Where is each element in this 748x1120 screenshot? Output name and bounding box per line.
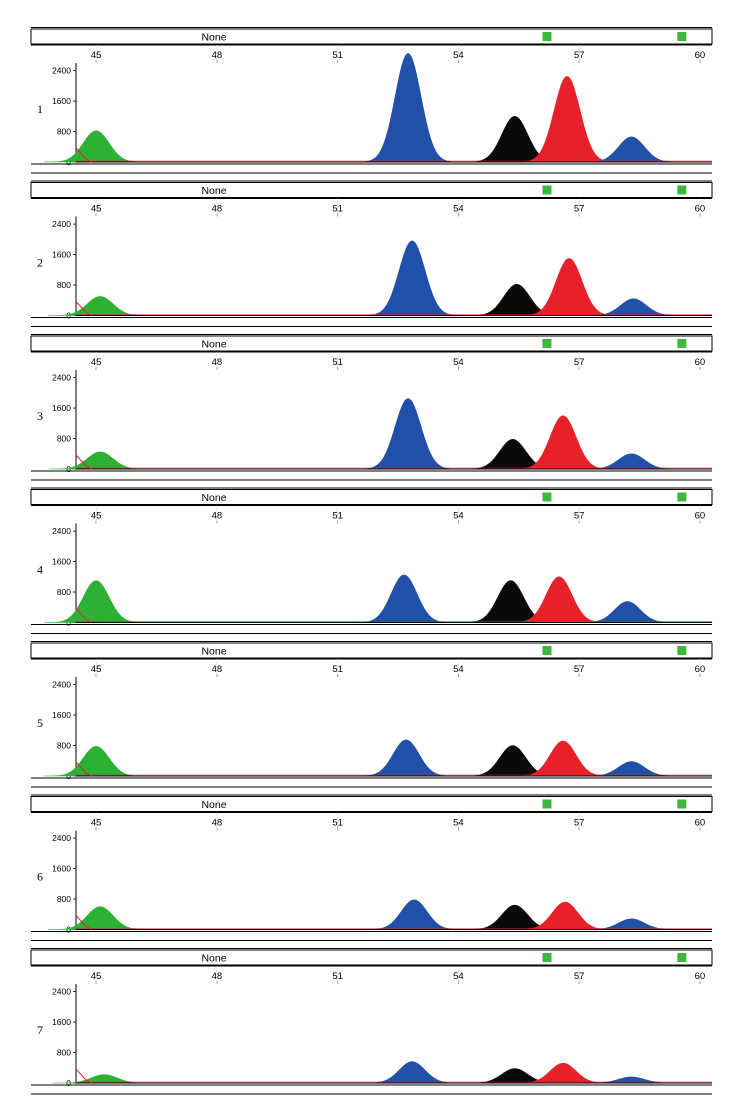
primer-front-trace (75, 147, 93, 163)
y-tick-label: 1600 (52, 710, 71, 720)
peak-blue-2 (352, 574, 456, 623)
peak-blue-2 (354, 739, 458, 777)
peak-blue-2 (362, 899, 466, 930)
bin-marker-1 (542, 185, 552, 195)
bin-bar (30, 182, 713, 198)
y-tick-label: 1600 (52, 403, 71, 413)
y-tick-label: 1600 (52, 1017, 71, 1027)
peak-green-1 (44, 130, 148, 163)
peak-blue-2 (356, 53, 460, 163)
y-tick-label: 1600 (52, 864, 71, 874)
bin-bar (30, 642, 713, 659)
y-tick-label: 2400 (52, 680, 71, 690)
panel-label: 5 (37, 716, 43, 730)
peak-green-1 (48, 906, 152, 930)
bin-bar-label: None (201, 32, 226, 44)
bin-marker-2 (677, 339, 687, 348)
y-tick-label: 800 (57, 280, 71, 290)
bin-bar (30, 335, 713, 352)
bin-bar-label: None (201, 339, 226, 351)
primer-front-trace (75, 454, 93, 470)
panel-1: None4548515457600800160024001 (30, 27, 713, 174)
y-tick-label: 800 (57, 1048, 71, 1058)
bin-bar (30, 796, 713, 812)
y-tick-label: 800 (57, 434, 71, 444)
y-tick-label: 1600 (52, 250, 71, 260)
y-tick-label: 2400 (52, 373, 71, 383)
primer-front-trace (75, 761, 93, 777)
y-tick-label: 2400 (52, 526, 71, 536)
bin-bar-label: None (201, 953, 226, 965)
panel-label: 4 (37, 563, 43, 577)
bin-bar-label: None (201, 646, 226, 658)
peak-blue-2 (356, 398, 460, 470)
bin-marker-2 (677, 953, 687, 962)
panel-label: 3 (37, 409, 43, 423)
y-tick-label: 800 (57, 587, 71, 597)
peak-blue-5 (579, 761, 684, 777)
bin-marker-1 (542, 32, 552, 41)
bin-bar (30, 949, 713, 966)
peak-blue-2 (360, 240, 464, 316)
primer-front-trace (75, 1068, 93, 1084)
bin-bar-label: None (201, 492, 226, 504)
y-tick-label: 1600 (52, 557, 71, 567)
bin-bar (30, 28, 713, 45)
panel-label: 2 (37, 256, 43, 270)
bin-marker-2 (677, 185, 687, 195)
y-tick-label: 2400 (52, 987, 71, 997)
panel-label: 6 (37, 870, 43, 884)
primer-front-trace (75, 608, 93, 623)
y-tick-label: 2400 (52, 66, 71, 76)
y-tick-label: 800 (57, 741, 71, 751)
peak-green-1 (48, 296, 152, 316)
bin-marker-2 (677, 32, 687, 41)
y-tick-label: 800 (57, 894, 71, 904)
bin-bar-label: None (201, 185, 226, 197)
primer-front-trace (75, 301, 93, 316)
panel-2: None4548515457600800160024002 (30, 180, 713, 327)
panel-4: None4548515457600800160024004 (30, 487, 713, 634)
panel-label: 7 (37, 1023, 43, 1037)
panel-3: None4548515457600800160024003 (30, 334, 713, 481)
primer-front-trace (75, 915, 93, 930)
y-tick-label: 800 (57, 127, 71, 137)
panel-6: None4548515457600800160024006 (30, 794, 713, 941)
bin-marker-1 (542, 953, 552, 962)
panel-5: None4548515457600800160024005 (30, 641, 713, 788)
y-tick-label: 2400 (52, 219, 71, 229)
bin-bar-label: None (201, 799, 226, 811)
bin-marker-1 (542, 339, 552, 348)
bin-marker-1 (542, 646, 552, 655)
bin-marker-2 (677, 646, 687, 655)
bin-marker-2 (677, 492, 687, 502)
bin-marker-1 (542, 492, 552, 502)
bin-marker-2 (677, 799, 687, 809)
y-tick-label: 2400 (52, 833, 71, 843)
panel-label: 1 (37, 102, 43, 116)
peak-blue-2 (360, 1061, 464, 1084)
y-tick-label: 1600 (52, 96, 71, 106)
peak-blue-5 (575, 601, 680, 623)
bin-marker-1 (542, 799, 552, 809)
peak-green-1 (48, 451, 152, 470)
peak-green-1 (44, 745, 148, 777)
bin-bar (30, 489, 713, 505)
